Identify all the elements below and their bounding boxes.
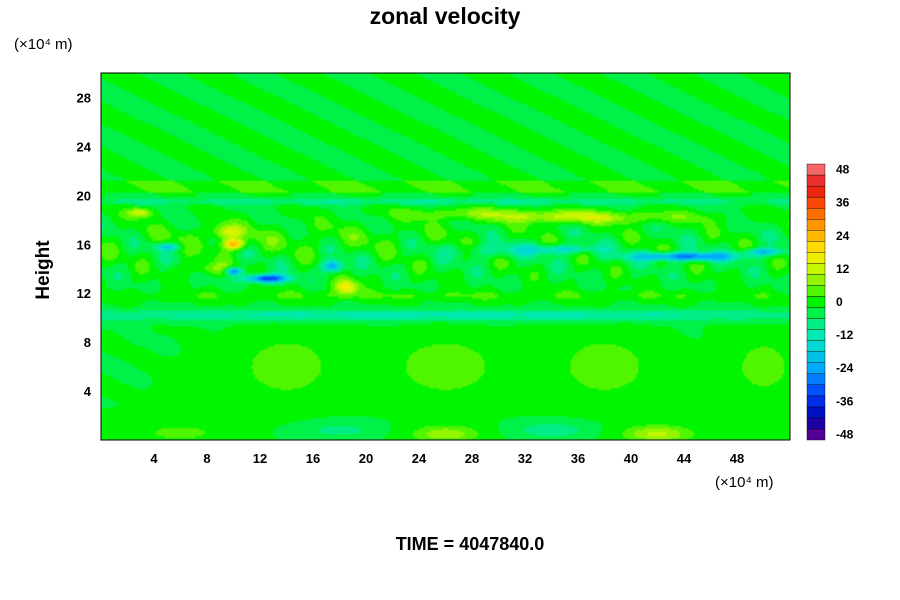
x-tick-label: 40 bbox=[624, 451, 638, 466]
colorbar-bin bbox=[806, 384, 826, 397]
plot-frame bbox=[100, 72, 791, 441]
plot-area bbox=[100, 72, 791, 441]
colorbar-bin bbox=[806, 351, 826, 363]
colorbar-tick-label: 48 bbox=[836, 163, 850, 177]
colorbar-bin bbox=[806, 373, 826, 386]
colorbar-bin bbox=[806, 307, 826, 319]
x-axis-unit: (×10⁴ m) bbox=[715, 474, 774, 491]
y-axis-unit: (×10⁴ m) bbox=[14, 36, 73, 53]
colorbar-bin bbox=[806, 362, 826, 374]
colorbar-tick-label: 12 bbox=[836, 262, 850, 276]
colorbar-bin bbox=[806, 230, 826, 242]
x-tick-label: 20 bbox=[359, 451, 373, 466]
x-tick-label: 12 bbox=[253, 451, 267, 466]
x-tick-label: 44 bbox=[677, 451, 692, 466]
y-tick-label: 4 bbox=[84, 384, 92, 399]
y-tick-label: 16 bbox=[77, 237, 91, 252]
colorbar bbox=[806, 163, 826, 441]
colorbar-tick-label: -48 bbox=[836, 427, 854, 441]
colorbar-bin bbox=[806, 241, 826, 253]
colorbar-tick-label: -12 bbox=[836, 328, 854, 342]
colorbar-bin bbox=[806, 263, 826, 275]
x-tick-label: 32 bbox=[518, 451, 532, 466]
colorbar-bin bbox=[806, 296, 826, 308]
x-tick-label: 36 bbox=[571, 451, 585, 466]
x-tick-label: 24 bbox=[412, 451, 427, 466]
colorbar-bin bbox=[806, 196, 826, 209]
chart-title: zonal velocity bbox=[370, 3, 521, 29]
colorbar-bin bbox=[806, 174, 826, 187]
heatmap-field bbox=[101, 73, 790, 440]
colorbar-bin bbox=[806, 274, 826, 286]
y-axis-label: Height bbox=[33, 240, 54, 300]
colorbar-tick-label: 24 bbox=[836, 229, 850, 243]
colorbar-bin bbox=[806, 185, 826, 198]
x-tick-labels: 4 8 12 16 20 24 28 32 36 40 44 48 bbox=[150, 451, 744, 466]
colorbar-bin bbox=[806, 163, 826, 176]
colorbar-bin bbox=[806, 395, 826, 408]
colorbar-bin bbox=[806, 207, 826, 220]
x-tick-label: 48 bbox=[730, 451, 744, 466]
colorbar-tick-label: 36 bbox=[836, 196, 850, 210]
x-tick-label: 28 bbox=[465, 451, 479, 466]
colorbar-bin bbox=[806, 329, 826, 341]
y-tick-label: 28 bbox=[77, 90, 91, 105]
y-tick-label: 24 bbox=[77, 139, 92, 154]
colorbar-bin bbox=[806, 252, 826, 264]
x-tick-label: 4 bbox=[150, 451, 158, 466]
y-tick-label: 12 bbox=[77, 286, 91, 301]
x-tick-label: 16 bbox=[306, 451, 320, 466]
colorbar-tick-label: 0 bbox=[836, 295, 843, 309]
colorbar-bin bbox=[806, 417, 826, 430]
colorbar-tick-label: -36 bbox=[836, 394, 854, 408]
colorbar-bin bbox=[806, 428, 826, 441]
colorbar-bin bbox=[806, 218, 826, 231]
colorbar-tick-labels: 48 36 24 12 0 -12 -24 -36 -48 bbox=[836, 163, 854, 442]
time-label: TIME = 4047840.0 bbox=[396, 534, 545, 554]
y-tick-labels: 4 8 12 16 20 24 28 bbox=[77, 90, 92, 399]
x-tick-label: 8 bbox=[203, 451, 210, 466]
y-tick-label: 8 bbox=[84, 335, 91, 350]
colorbar-bin bbox=[806, 406, 826, 419]
colorbar-tick-label: -24 bbox=[836, 361, 854, 375]
colorbar-bin bbox=[806, 340, 826, 352]
colorbar-bin bbox=[806, 285, 826, 297]
y-tick-label: 20 bbox=[77, 188, 91, 203]
colorbar-bin bbox=[806, 318, 826, 330]
